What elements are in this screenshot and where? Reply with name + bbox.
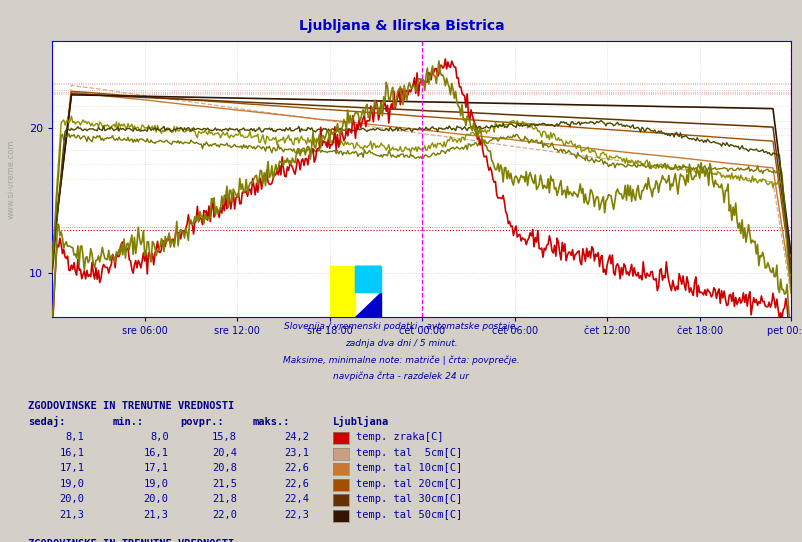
Text: 16,1: 16,1 — [144, 448, 168, 457]
Text: temp. tal 30cm[C]: temp. tal 30cm[C] — [355, 494, 461, 504]
Text: ZGODOVINSKE IN TRENUTNE VREDNOSTI: ZGODOVINSKE IN TRENUTNE VREDNOSTI — [28, 401, 234, 411]
Text: temp. tal 50cm[C]: temp. tal 50cm[C] — [355, 509, 461, 520]
Text: navpična črta - razdelek 24 ur: navpična črta - razdelek 24 ur — [333, 371, 469, 381]
Text: sedaj:: sedaj: — [28, 416, 66, 427]
Text: temp. tal 10cm[C]: temp. tal 10cm[C] — [355, 463, 461, 473]
Text: 22,6: 22,6 — [284, 463, 309, 473]
Polygon shape — [355, 292, 381, 317]
Text: 22,6: 22,6 — [284, 479, 309, 489]
Polygon shape — [355, 266, 381, 292]
Text: 15,8: 15,8 — [212, 432, 237, 442]
Text: povpr.:: povpr.: — [180, 417, 224, 427]
Text: Slovenija / vremenski podatki - avtomatske postaje,: Slovenija / vremenski podatki - avtomats… — [284, 322, 518, 332]
Text: 17,1: 17,1 — [144, 463, 168, 473]
Text: www.si-vreme.com: www.si-vreme.com — [7, 139, 16, 218]
Text: 19,0: 19,0 — [144, 479, 168, 489]
Text: Maksime, minimalne note: matriče | črta: povprečje.: Maksime, minimalne note: matriče | črta:… — [283, 355, 519, 365]
Text: 22,0: 22,0 — [212, 509, 237, 520]
Text: 21,5: 21,5 — [212, 479, 237, 489]
Text: 22,4: 22,4 — [284, 494, 309, 504]
Text: 8,0: 8,0 — [150, 432, 168, 442]
Text: temp. tal  5cm[C]: temp. tal 5cm[C] — [355, 448, 461, 457]
Text: 20,0: 20,0 — [59, 494, 84, 504]
Bar — [330, 266, 355, 317]
Polygon shape — [355, 266, 381, 292]
Text: 20,8: 20,8 — [212, 463, 237, 473]
Text: 21,3: 21,3 — [144, 509, 168, 520]
Text: 23,1: 23,1 — [284, 448, 309, 457]
Text: 24,2: 24,2 — [284, 432, 309, 442]
Text: temp. tal 20cm[C]: temp. tal 20cm[C] — [355, 479, 461, 489]
Text: 20,4: 20,4 — [212, 448, 237, 457]
Text: 8,1: 8,1 — [66, 432, 84, 442]
Text: Ljubljana & Ilirska Bistrica: Ljubljana & Ilirska Bistrica — [298, 19, 504, 33]
Text: 20,0: 20,0 — [144, 494, 168, 504]
Text: 17,1: 17,1 — [59, 463, 84, 473]
Text: 22,3: 22,3 — [284, 509, 309, 520]
Text: ZGODOVINSKE IN TRENUTNE VREDNOSTI: ZGODOVINSKE IN TRENUTNE VREDNOSTI — [28, 539, 234, 542]
Text: min.:: min.: — [112, 417, 144, 427]
Text: 16,1: 16,1 — [59, 448, 84, 457]
Text: 21,3: 21,3 — [59, 509, 84, 520]
Text: maks.:: maks.: — [253, 417, 290, 427]
Text: zadnja dva dni / 5 minut.: zadnja dva dni / 5 minut. — [345, 339, 457, 348]
Text: 21,8: 21,8 — [212, 494, 237, 504]
Text: temp. zraka[C]: temp. zraka[C] — [355, 432, 443, 442]
Text: 19,0: 19,0 — [59, 479, 84, 489]
Text: Ljubljana: Ljubljana — [333, 416, 389, 427]
